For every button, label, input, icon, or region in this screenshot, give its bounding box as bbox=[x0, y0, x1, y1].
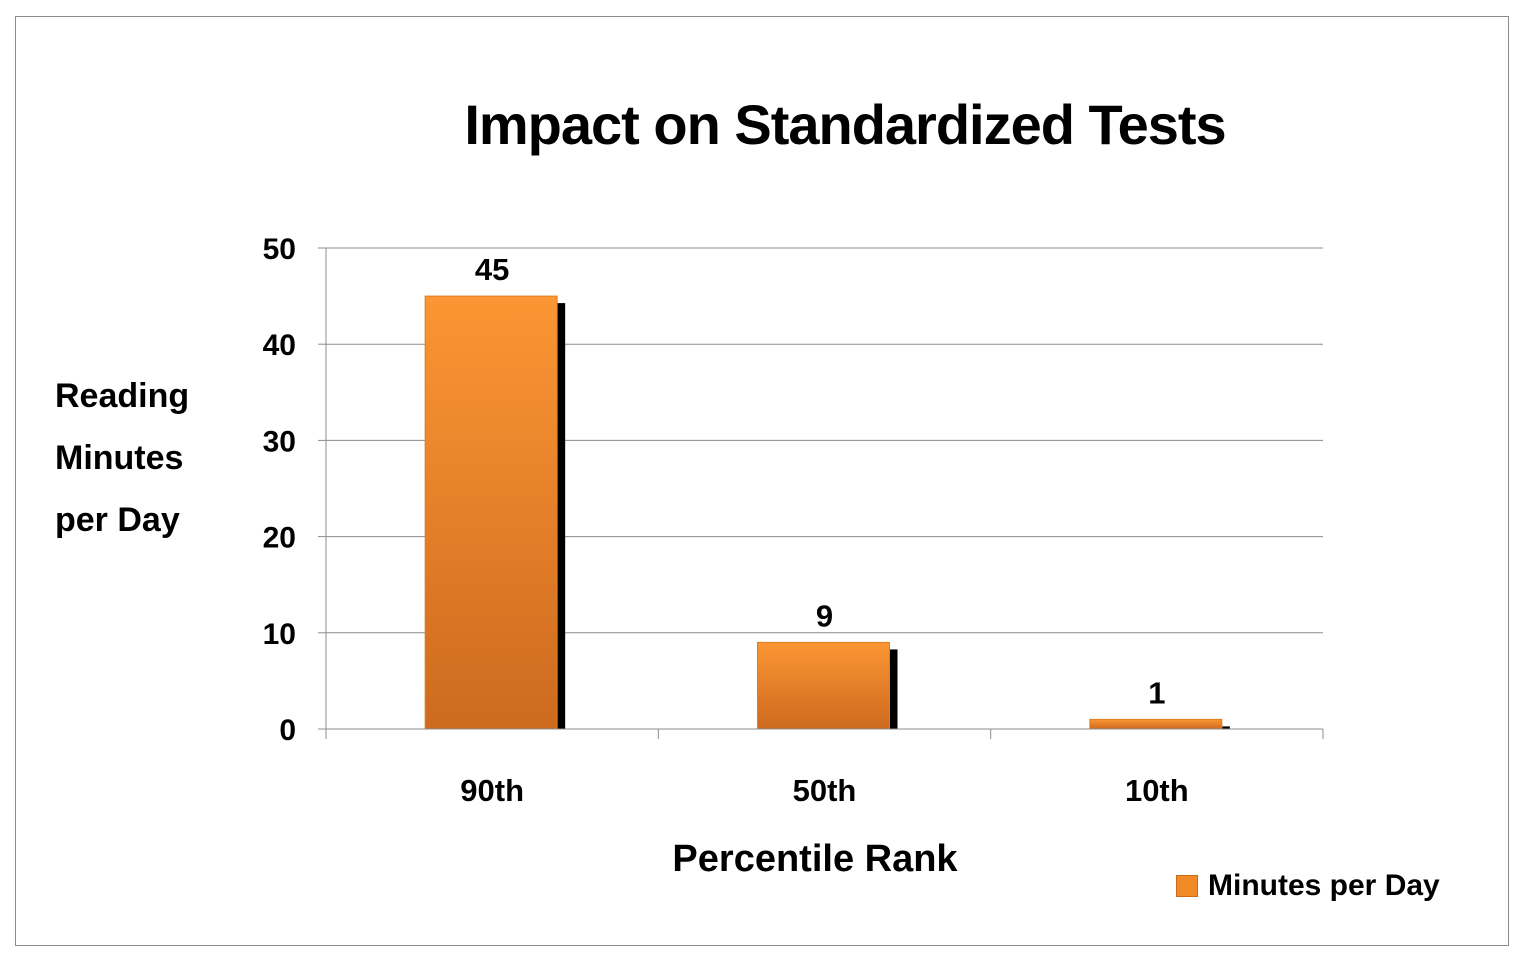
bar-shadow bbox=[889, 649, 898, 729]
data-label: 1 bbox=[1148, 675, 1165, 710]
chart-frame bbox=[15, 16, 1509, 946]
y-tick-label: 40 bbox=[263, 329, 296, 362]
data-label: 45 bbox=[475, 252, 509, 287]
x-tick-label: 50th bbox=[793, 773, 857, 808]
y-tick-label: 20 bbox=[263, 522, 296, 555]
bar-shadow bbox=[1221, 726, 1230, 729]
y-tick-label: 0 bbox=[279, 714, 296, 747]
y-axis-label-line: Minutes bbox=[55, 439, 184, 477]
y-axis-label-line: Reading bbox=[55, 377, 190, 415]
bar bbox=[757, 641, 890, 730]
x-tick-label: 90th bbox=[460, 773, 524, 808]
bar-shadow bbox=[557, 303, 566, 729]
x-tick-label: 10th bbox=[1125, 773, 1189, 808]
y-tick-label: 10 bbox=[263, 618, 296, 651]
y-axis-label-line: per Day bbox=[55, 501, 180, 539]
bar bbox=[1089, 718, 1223, 730]
y-axis-label: Reading Minutes per Day bbox=[55, 365, 230, 551]
chart-title: Impact on Standardized Tests bbox=[464, 93, 1226, 156]
bar bbox=[424, 295, 558, 730]
data-label: 9 bbox=[816, 598, 833, 633]
legend-label: Minutes per Day bbox=[1208, 869, 1440, 902]
x-axis-label: Percentile Rank bbox=[672, 838, 958, 880]
legend: Minutes per Day bbox=[1176, 866, 1440, 906]
y-tick-label: 30 bbox=[263, 425, 296, 458]
legend-swatch bbox=[1176, 875, 1198, 897]
y-tick-label: 50 bbox=[263, 233, 296, 266]
